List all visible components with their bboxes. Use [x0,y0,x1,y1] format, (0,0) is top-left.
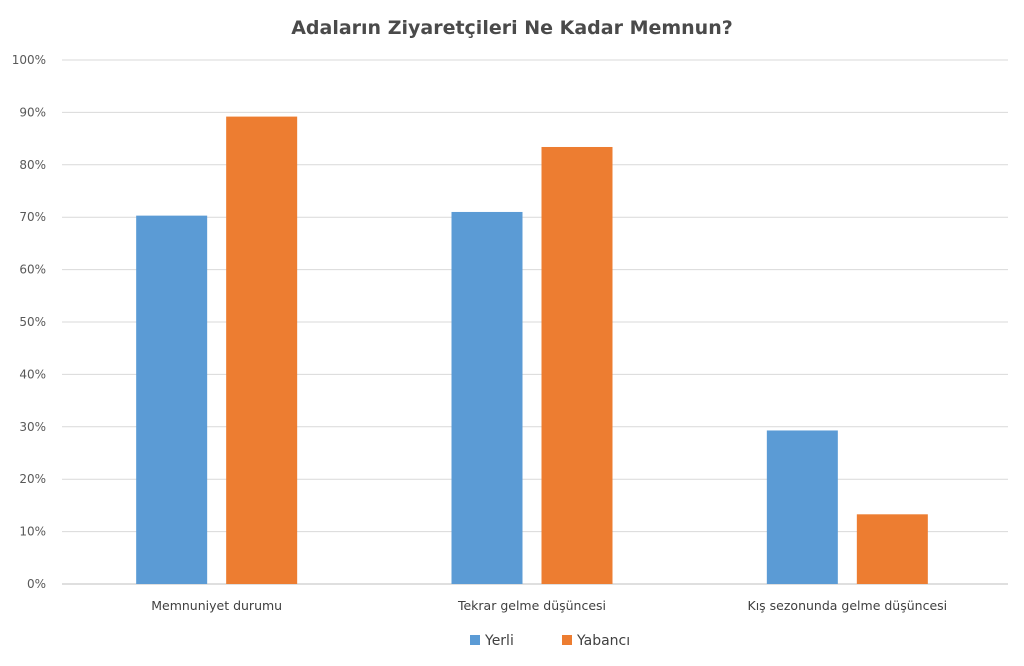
y-axis-tick-labels: 0% 10% 20% 30% 40% 50% 60% 70% 80% 90% 100% [12,53,46,591]
bar-yabanc--1 [226,116,298,584]
bars [136,116,928,585]
y-tick-label: 30% [19,420,46,434]
bar-yerli-2 [451,211,523,584]
x-category-label: Kış sezonunda gelme düşüncesi [748,598,948,613]
legend-label: Yabancı [576,633,630,649]
chart-title: Adaların Ziyaretçileri Ne Kadar Memnun? [291,17,733,39]
y-tick-label: 100% [12,53,46,67]
legend: Yerli Yabancı [470,633,630,649]
bar-yerli-3 [766,430,838,584]
legend-swatch [562,635,572,645]
y-tick-label: 70% [19,210,46,224]
y-tick-label: 20% [19,472,46,486]
y-tick-label: 40% [19,367,46,381]
legend-label: Yerli [484,633,514,649]
y-tick-label: 50% [19,315,46,329]
y-tick-label: 0% [27,577,46,591]
x-axis-category-labels: Memnuniyet durumu Tekrar gelme düşüncesi K… [151,598,947,613]
y-tick-label: 60% [19,263,46,277]
legend-swatch [470,635,480,645]
gridlines [62,59,1008,585]
y-tick-label: 10% [19,525,46,539]
x-category-label: Tekrar gelme düşüncesi [457,598,606,613]
x-category-label: Memnuniyet durumu [151,598,282,613]
bar-yabanc--3 [856,514,928,584]
y-tick-label: 80% [19,158,46,172]
bar-yabanc--2 [541,146,613,584]
bar-yerli-1 [136,215,208,585]
y-tick-label: 90% [19,105,46,119]
